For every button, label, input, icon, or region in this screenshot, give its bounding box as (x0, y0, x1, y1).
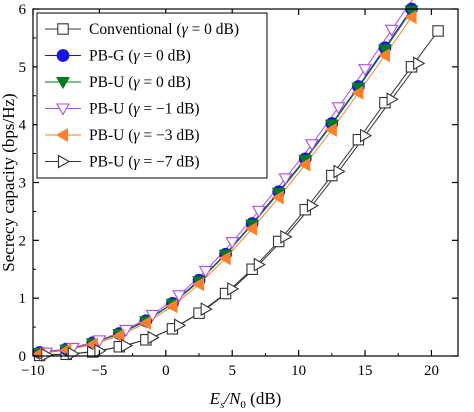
data-point-pb-u-7-db (359, 128, 373, 143)
data-point-pb-u-3-db (218, 251, 231, 266)
legend-marker-pb-g-0-db (56, 49, 70, 62)
x-tick-label: 15 (358, 363, 373, 379)
legend-item-pb-g-0-db: PB-G (γ = 0 dB) (45, 48, 191, 65)
data-point-pb-u-1-db (172, 290, 187, 303)
data-point-pb-u-7-db (41, 347, 54, 362)
x-tick-label: 10 (291, 363, 306, 379)
legend-marker-pb-u-1-db (56, 103, 70, 116)
data-point-pb-u-3-db (245, 221, 258, 236)
legend-marker-pb-u-7-db (57, 154, 71, 169)
y-tick-label: 6 (19, 2, 27, 18)
y-axis-label: Secrecy capacity (bps/Hz) (0, 93, 18, 271)
data-point-pb-u-3-db (351, 85, 364, 100)
legend-item-pb-u-0-db: PB-U (γ = 0 dB) (45, 74, 191, 91)
axes-layer: −10 −5 0 5 10 15 20 0 1 2 3 4 5 6 (19, 2, 458, 379)
legend-item-conventional-0-db: Conventional (γ = 0 dB) (45, 21, 239, 38)
legend-label: PB-U (γ = −1 dB) (89, 101, 200, 118)
legend-label: PB-G (γ = 0 dB) (89, 48, 191, 65)
data-point-pb-u-1-db (331, 102, 346, 115)
data-point-pb-u-1-db (358, 64, 372, 77)
data-point-pb-u-3-db (191, 277, 205, 292)
x-tick-label: −5 (91, 363, 107, 379)
legend-label: PB-U (γ = −3 dB) (89, 127, 200, 144)
legend-marker-pb-u-3-db (55, 128, 69, 142)
series-layer (32, 0, 444, 362)
legend-marker-conventional-0-db (57, 23, 69, 35)
legend-label: PB-U (γ = 0 dB) (89, 74, 191, 91)
data-point-pb-u-7-db (413, 56, 426, 71)
data-point-pb-u-1-db (251, 205, 266, 218)
data-point-pb-u-7-db (147, 330, 160, 345)
x-tick-label: 0 (162, 363, 170, 379)
data-point-pb-u-3-db (298, 157, 311, 172)
data-point-pb-u-3-db (377, 48, 391, 63)
data-point-pb-u-7-db (306, 198, 320, 213)
legend: Conventional (γ = 0 dB) PB-G (γ = 0 dB) PB… (36, 12, 268, 179)
data-point-pb-u-3-db (138, 316, 151, 330)
x-tick-label: 5 (228, 363, 236, 379)
data-point-pb-u-7-db (67, 346, 80, 361)
y-tick-label: 3 (19, 176, 27, 192)
series-markers-pb-u-1-db (39, 24, 399, 360)
y-tick-label: 4 (19, 118, 27, 134)
data-point-pb-u-3-db (112, 328, 125, 343)
legend-item-pb-u-7-db: PB-U (γ = −7 dB) (45, 154, 200, 171)
legend-marker-pb-u-0-db (56, 76, 70, 90)
data-point-conventional-0-db (432, 25, 444, 37)
data-point-pb-u-7-db (120, 338, 134, 353)
data-point-pb-u-3-db (404, 10, 417, 25)
data-point-pb-u-7-db (174, 318, 187, 333)
y-tick-label: 5 (19, 60, 27, 76)
data-point-pb-u-1-db (278, 173, 293, 186)
data-point-pb-u-7-db (253, 257, 266, 272)
x-tick-label: 20 (424, 363, 439, 379)
data-point-pb-u-1-db (384, 24, 399, 37)
data-point-pb-u-3-db (165, 299, 178, 314)
series-markers-pb-u-7-db (41, 56, 426, 362)
data-point-pb-u-1-db (145, 309, 160, 323)
data-point-pb-u-7-db (333, 164, 346, 179)
data-point-pb-u-1-db (198, 265, 213, 279)
legend-label: Conventional (γ = 0 dB) (89, 21, 239, 38)
x-axis-label: Es/N0 (dB) (209, 389, 282, 411)
data-point-pb-u-7-db (94, 343, 107, 358)
y-tick-label: 1 (19, 291, 27, 307)
legend-item-pb-u-3-db: PB-U (γ = −3 dB) (45, 127, 200, 144)
data-point-pb-u-7-db (227, 281, 240, 296)
y-tick-label: 2 (19, 233, 27, 249)
data-point-pb-u-7-db (280, 229, 293, 244)
data-point-pb-u-1-db (225, 237, 240, 250)
y-tick-label: 0 (19, 349, 27, 365)
legend-item-pb-u-1-db: PB-U (γ = −1 dB) (45, 101, 200, 118)
data-point-pb-u-7-db (386, 92, 399, 107)
data-point-pb-u-3-db (324, 122, 337, 137)
legend-box (36, 12, 268, 179)
data-point-pb-u-3-db (271, 190, 284, 205)
data-point-pb-u-1-db (304, 139, 319, 152)
legend-label: PB-U (γ = −7 dB) (89, 154, 200, 171)
data-point-pb-u-7-db (200, 302, 213, 317)
x-tick-label: −10 (21, 363, 44, 379)
